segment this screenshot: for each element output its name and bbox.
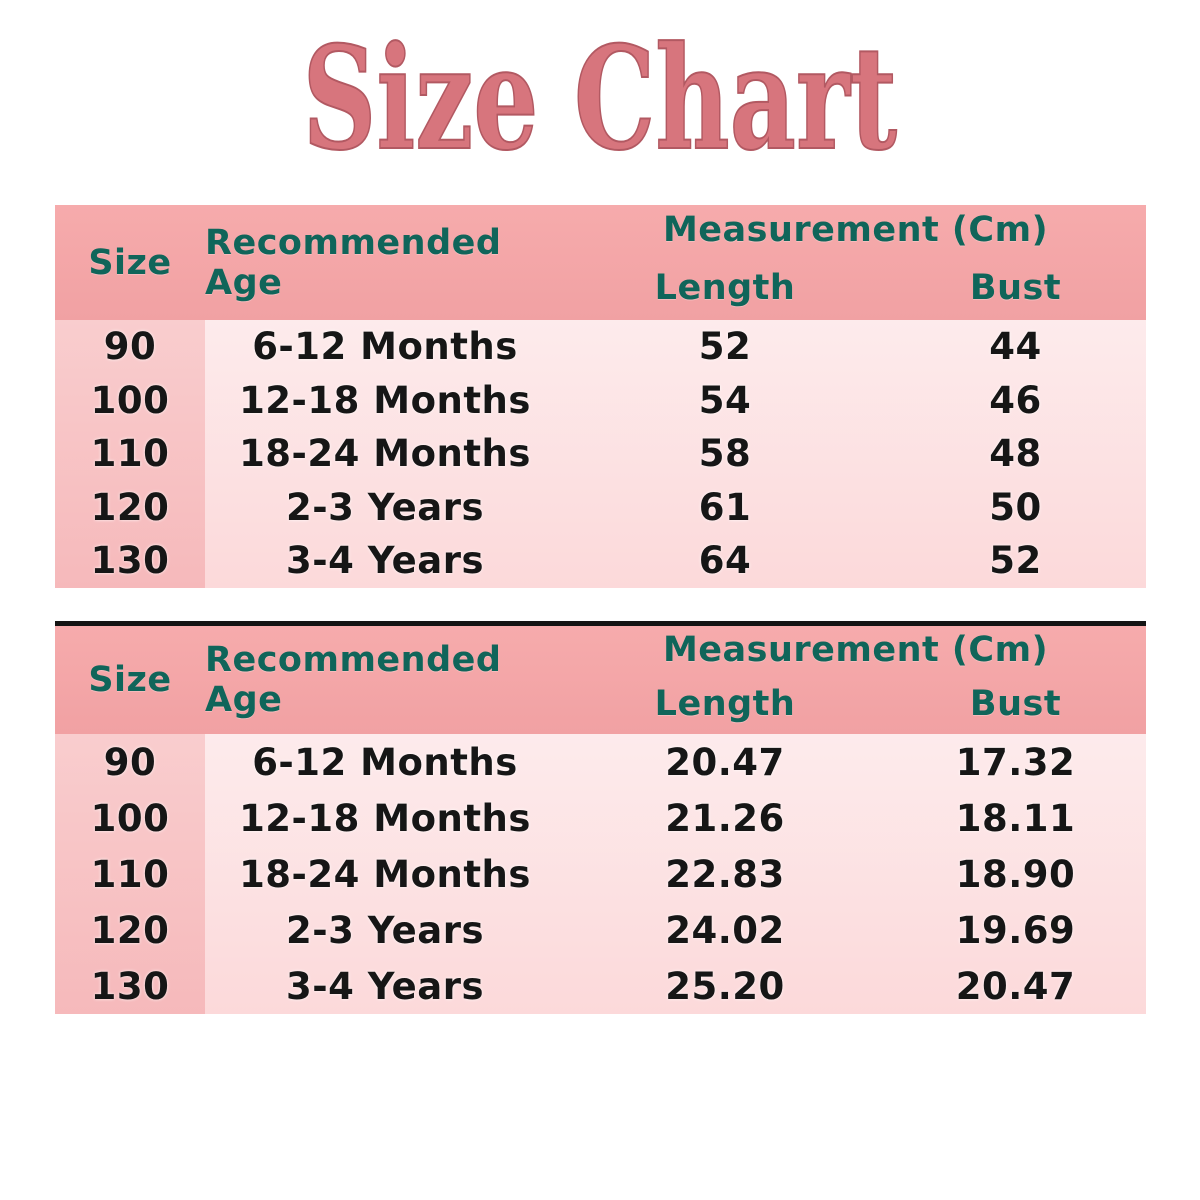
column-header-size: Size (88, 660, 172, 700)
age-cell: 2-3 Years (286, 908, 484, 952)
age-cell: 6-12 Months (252, 325, 518, 369)
age-cell: 12-18 Months (239, 378, 531, 422)
table-row: 130 3-4 Years 64 52 (55, 534, 1146, 588)
column-header-size: Size (88, 242, 172, 283)
measurement-subheader-row: Length Bust (565, 674, 1146, 734)
size-table-cm: Size Recommended Age Measurement (Cm) Le… (55, 205, 1146, 588)
bust-cell: 44 (989, 325, 1042, 369)
length-cell: 52 (698, 325, 752, 369)
bust-cell: 46 (989, 378, 1042, 422)
age-cell: 3-4 Years (286, 539, 484, 583)
page-title: Size Chart (0, 16, 1200, 182)
table-row: 130 3-4 Years 25.20 20.47 (55, 958, 1146, 1014)
measurement-subheader-row: Length Bust (565, 256, 1146, 320)
table-row: 90 6-12 Months 20.47 17.32 (55, 734, 1146, 790)
size-cell: 100 (90, 796, 170, 840)
length-cell: 64 (698, 539, 752, 583)
table-row: 110 18-24 Months 58 48 (55, 427, 1146, 481)
length-cell: 25.20 (665, 964, 785, 1008)
age-cell: 12-18 Months (239, 796, 531, 840)
size-cell: 130 (90, 964, 170, 1008)
table-cm-header-row: Size Recommended Age Measurement (Cm) Le… (55, 205, 1146, 320)
age-cell: 18-24 Months (239, 852, 531, 896)
size-cell: 120 (90, 908, 170, 952)
column-header-length: Length (654, 267, 796, 308)
length-cell: 20.47 (665, 740, 785, 784)
column-header-measurement: Measurement (Cm) (662, 629, 1049, 670)
column-header-age: Recommended Age (205, 640, 502, 720)
table-divider-line (55, 621, 1146, 626)
size-cell: 120 (90, 485, 170, 529)
age-cell: 2-3 Years (286, 485, 484, 529)
bust-cell: 52 (989, 539, 1042, 583)
bust-cell: 17.32 (955, 740, 1076, 784)
column-header-measurement: Measurement (Cm) (662, 210, 1049, 251)
bust-cell: 50 (989, 485, 1042, 529)
table-inches-body: 90 6-12 Months 20.47 17.32 100 12-18 Mon… (55, 734, 1146, 1014)
size-cell: 110 (90, 432, 170, 476)
column-header-length: Length (654, 683, 796, 724)
bust-cell: 19.69 (955, 908, 1076, 952)
age-cell: 3-4 Years (286, 964, 484, 1008)
table-row: 110 18-24 Months 22.83 18.90 (55, 846, 1146, 902)
length-cell: 54 (698, 378, 752, 422)
bust-cell: 18.90 (955, 852, 1076, 896)
size-cell: 90 (103, 325, 157, 369)
table-cm-body: 90 6-12 Months 52 44 100 12-18 Months 54… (55, 320, 1146, 588)
length-cell: 22.83 (665, 852, 785, 896)
table-row: 120 2-3 Years 24.02 19.69 (55, 902, 1146, 958)
column-header-age: Recommended Age (205, 222, 502, 303)
age-cell: 18-24 Months (239, 432, 531, 476)
age-cell: 6-12 Months (252, 740, 518, 784)
bust-cell: 20.47 (955, 964, 1076, 1008)
size-cell: 110 (90, 852, 170, 896)
size-cell: 100 (90, 378, 170, 422)
size-cell: 90 (103, 740, 157, 784)
bust-cell: 18.11 (955, 796, 1076, 840)
measurement-header-group: Measurement (Cm) Length Bust (565, 626, 1146, 734)
table-row: 90 6-12 Months 52 44 (55, 320, 1146, 374)
table-row: 100 12-18 Months 21.26 18.11 (55, 790, 1146, 846)
size-cell: 130 (90, 539, 170, 583)
length-cell: 58 (698, 432, 752, 476)
table-inches-header-row: Size Recommended Age Measurement (Cm) Le… (55, 626, 1146, 734)
length-cell: 21.26 (665, 796, 785, 840)
column-header-bust: Bust (969, 683, 1062, 724)
size-table-inches: Size Recommended Age Measurement (Cm) Le… (55, 626, 1146, 1014)
table-row: 120 2-3 Years 61 50 (55, 481, 1146, 535)
table-row: 100 12-18 Months 54 46 (55, 374, 1146, 428)
length-cell: 24.02 (665, 908, 785, 952)
length-cell: 61 (698, 485, 752, 529)
column-header-bust: Bust (969, 267, 1062, 308)
measurement-header-group: Measurement (Cm) Length Bust (565, 205, 1146, 320)
page-title-text: Size Chart (302, 16, 898, 182)
bust-cell: 48 (989, 432, 1042, 476)
